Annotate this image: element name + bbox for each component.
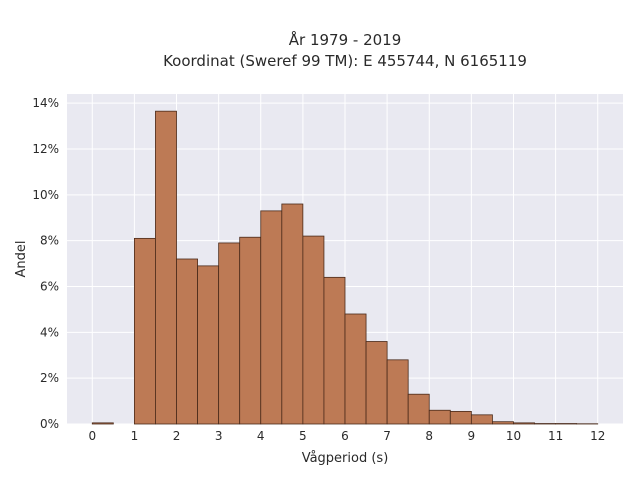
y-tick-label: 0%	[40, 417, 59, 431]
histogram-bar	[91, 422, 114, 425]
histogram-bar	[260, 210, 283, 425]
histogram-bar	[218, 242, 241, 425]
histogram-bar	[428, 409, 451, 425]
x-tick-label: 2	[173, 429, 181, 443]
x-tick-label: 6	[341, 429, 349, 443]
bars	[91, 110, 599, 425]
x-tick-label: 10	[506, 429, 521, 443]
histogram-bar	[365, 341, 388, 425]
y-axis-label: Andel	[14, 241, 29, 278]
x-tick-label: 7	[383, 429, 391, 443]
histogram-bar	[197, 265, 220, 425]
histogram-bar	[239, 236, 262, 425]
x-tick-label: 11	[548, 429, 563, 443]
y-tick-label: 10%	[32, 188, 59, 202]
histogram-bar	[176, 258, 198, 425]
histogram-bar	[513, 422, 535, 425]
x-tick-labels: 0 1 2 3 4 5 6 7 8 9 10 11 12	[88, 429, 605, 443]
x-tick-label: 4	[257, 429, 265, 443]
histogram-bar	[323, 276, 346, 425]
histogram-bar	[344, 313, 367, 425]
histogram-bar	[492, 421, 514, 425]
y-tick-label: 2%	[40, 371, 59, 385]
x-axis-label: Vågperiod (s)	[302, 451, 389, 466]
x-tick-label: 8	[425, 429, 433, 443]
x-tick-label: 9	[468, 429, 476, 443]
x-tick-label: 3	[215, 429, 223, 443]
y-tick-label: 12%	[32, 142, 59, 156]
y-tick-label: 14%	[32, 96, 59, 110]
histogram-bar	[155, 110, 177, 425]
y-tick-labels: 0% 2% 4% 6% 8% 10% 12% 14%	[32, 96, 59, 431]
histogram-bar	[407, 393, 430, 425]
histogram-bar	[386, 359, 409, 425]
histogram-bar	[449, 410, 472, 425]
x-tick-label: 12	[590, 429, 605, 443]
y-tick-label: 4%	[40, 325, 59, 339]
y-tick-label: 6%	[40, 280, 59, 294]
histogram-bar	[281, 203, 304, 425]
y-tick-label: 8%	[40, 234, 59, 248]
chart-title-line-2: Koordinat (Sweref 99 TM): E 455744, N 61…	[163, 52, 527, 70]
histogram-bar	[470, 414, 493, 425]
x-tick-label: 1	[131, 429, 139, 443]
chart-title-line-1: År 1979 - 2019	[289, 30, 402, 49]
histogram-bar	[302, 235, 325, 425]
histogram-bar	[133, 237, 156, 425]
x-tick-label: 0	[88, 429, 96, 443]
x-tick-label: 5	[299, 429, 307, 443]
